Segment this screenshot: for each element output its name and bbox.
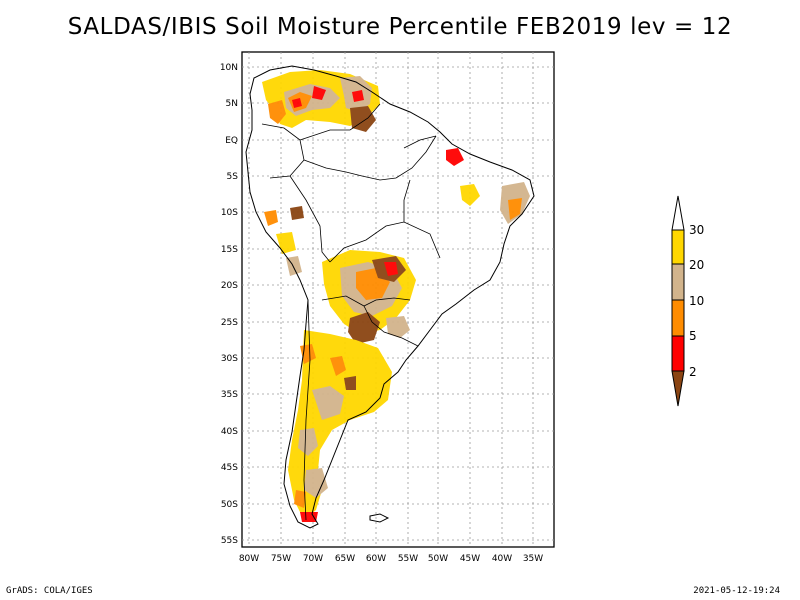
colorbar-label: 30 (689, 223, 704, 237)
lat-label: 55S (221, 536, 238, 546)
lon-label: 80W (239, 554, 259, 564)
lat-label: EQ (225, 136, 238, 146)
colorbar-label: 20 (689, 258, 704, 272)
lat-label: 45S (221, 463, 238, 473)
lat-label: 25S (221, 318, 238, 328)
colorbar-segment-10-20 (671, 263, 685, 301)
lat-label: 5S (227, 172, 239, 182)
lat-labels: 10N 5N EQ 5S 10S 15S 20S 25S 30S 35S 40S… (220, 63, 238, 546)
lat-label: 35S (221, 390, 238, 400)
colorbar-segment-20-30 (671, 229, 685, 265)
lat-label: 50S (221, 500, 238, 510)
lat-label: 10N (220, 63, 238, 73)
continent-outline (245, 65, 535, 529)
lon-label: 35W (523, 554, 543, 564)
lat-label: 30S (221, 354, 238, 364)
map-title: SALDAS/IBIS Soil Moisture Percentile FEB… (67, 14, 733, 40)
lon-label: 55W (398, 554, 418, 564)
lon-label: 65W (335, 554, 355, 564)
lat-label: 5N (226, 99, 238, 109)
percentile-shading (262, 70, 530, 522)
lat-label: 20S (221, 281, 238, 291)
colorbar-label: 5 (689, 329, 697, 343)
colorbar-segment-5-10 (671, 299, 685, 337)
colorbar-label: 10 (689, 294, 704, 308)
falkland-islands (369, 513, 390, 523)
lon-label: 45W (460, 554, 480, 564)
lon-labels: 80W 75W 70W 65W 60W 55W 50W 45W 40W 35W (239, 554, 543, 564)
lat-label: 10S (221, 208, 238, 218)
lon-label: 75W (271, 554, 291, 564)
lon-label: 70W (303, 554, 323, 564)
colorbar-bottom-triangle (671, 370, 685, 407)
colorbar-labels: 30 20 10 5 2 (689, 223, 704, 379)
colorbar (671, 195, 685, 407)
lon-label: 40W (492, 554, 512, 564)
lon-label: 60W (366, 554, 386, 564)
footer-credit: GrADS: COLA/IGES (6, 586, 93, 596)
lon-label: 50W (428, 554, 448, 564)
lat-label: 15S (221, 245, 238, 255)
lat-label: 40S (221, 427, 238, 437)
country-borders (261, 103, 441, 521)
colorbar-segment-2-5 (671, 335, 685, 372)
colorbar-label: 2 (689, 365, 697, 379)
footer-timestamp: 2021-05-12-19:24 (693, 586, 780, 596)
colorbar-top-triangle (671, 195, 685, 231)
